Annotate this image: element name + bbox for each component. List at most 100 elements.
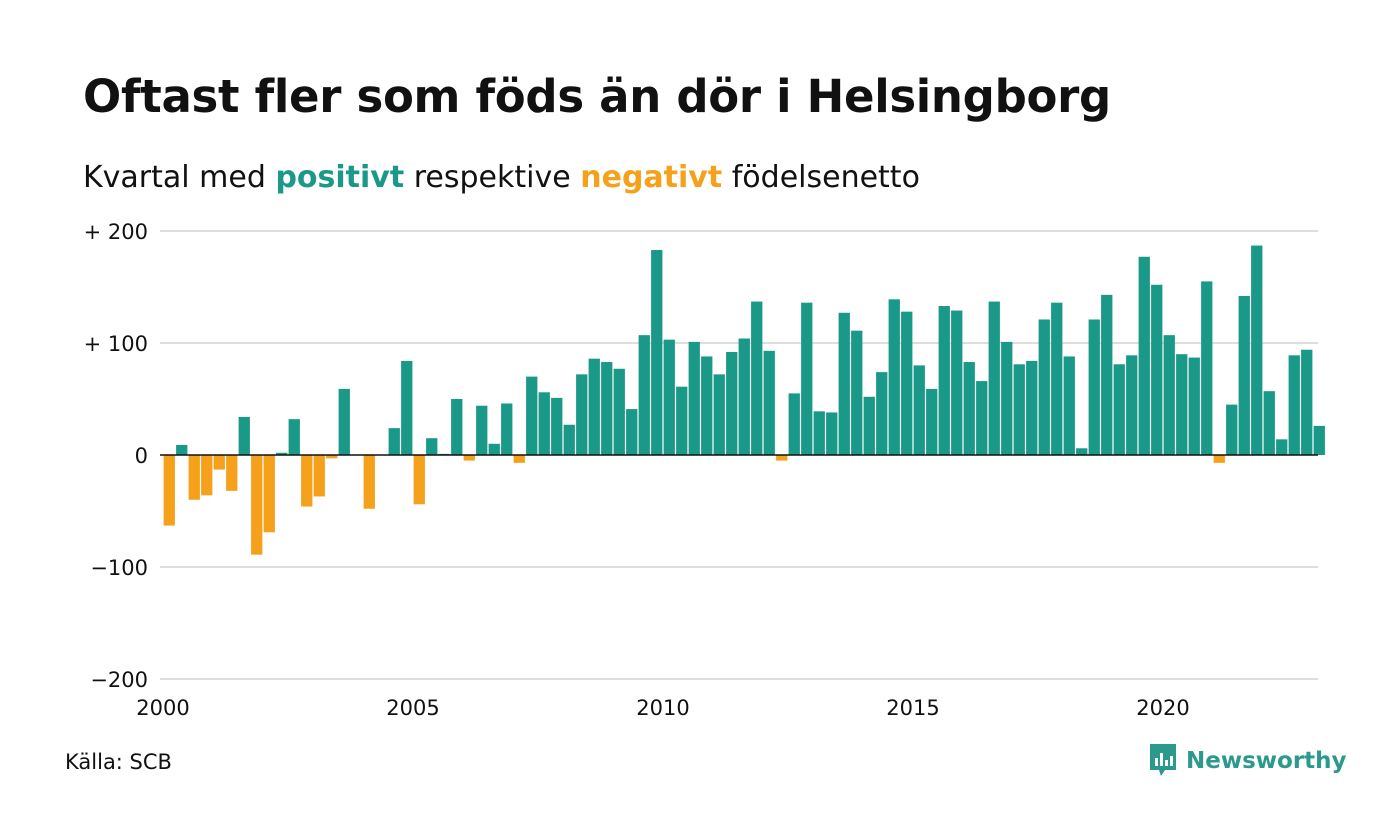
bar	[626, 409, 638, 455]
y-tick-label: + 100	[84, 332, 148, 356]
bar	[188, 455, 200, 500]
bar	[801, 302, 813, 455]
bar	[1076, 448, 1088, 455]
bar	[251, 455, 263, 555]
bar	[976, 381, 988, 455]
bar	[938, 306, 950, 455]
bar	[726, 351, 738, 455]
chart-title: Oftast fler som föds än dör i Helsingbor…	[83, 70, 1111, 123]
x-tick-label: 2000	[136, 696, 189, 720]
bar	[1151, 284, 1163, 455]
bar	[526, 376, 538, 455]
bar	[651, 250, 663, 455]
bar	[838, 312, 850, 455]
bar	[1138, 256, 1150, 455]
bar	[688, 341, 700, 455]
bar	[1001, 341, 1013, 455]
bar	[313, 455, 325, 497]
bar	[588, 358, 600, 455]
bar	[1176, 354, 1188, 455]
bar	[1051, 302, 1063, 455]
bar	[1163, 335, 1175, 455]
bar	[1251, 245, 1263, 455]
subtitle-suffix: födelsenetto	[731, 160, 920, 195]
bar	[676, 386, 688, 455]
bar	[1301, 349, 1313, 455]
newsworthy-logo-icon	[1150, 744, 1176, 776]
bar	[513, 455, 525, 463]
bar	[1313, 425, 1325, 455]
bar	[326, 455, 338, 459]
bar	[1038, 319, 1050, 455]
bar	[763, 350, 775, 455]
bar	[426, 438, 438, 455]
bar	[876, 372, 888, 455]
bar	[201, 455, 213, 496]
chart-subtitle: Kvartal med positivt respektive negativt…	[83, 160, 920, 195]
bar	[451, 399, 463, 455]
bar	[951, 310, 963, 455]
bar	[551, 397, 563, 455]
bar	[663, 339, 675, 455]
bar	[1226, 404, 1238, 455]
bar	[401, 360, 413, 455]
bar	[238, 416, 250, 455]
bar	[363, 455, 375, 509]
x-tick-label: 2010	[636, 696, 689, 720]
brand-name: Newsworthy	[1186, 748, 1347, 774]
x-tick-label: 2020	[1136, 696, 1189, 720]
bar	[463, 455, 475, 461]
bar	[901, 311, 913, 455]
bar	[1276, 439, 1288, 455]
bar	[926, 388, 938, 455]
y-tick-label: + 200	[84, 220, 148, 244]
bar	[388, 428, 400, 455]
bar	[1013, 364, 1025, 455]
source-note: Källa: SCB	[65, 750, 172, 774]
x-tick-label: 2015	[886, 696, 939, 720]
bar	[563, 424, 575, 455]
bar	[776, 455, 788, 461]
bar	[1063, 356, 1075, 455]
bar	[1201, 281, 1213, 455]
bar	[1263, 391, 1275, 455]
bar	[888, 299, 900, 455]
subtitle-prefix: Kvartal med	[83, 160, 266, 195]
y-tick-label: −200	[90, 668, 148, 692]
bar	[263, 455, 275, 533]
bar	[1238, 295, 1250, 455]
bar	[613, 368, 625, 455]
bar	[988, 301, 1000, 455]
bar	[276, 452, 288, 455]
bar	[851, 330, 863, 455]
bar	[738, 338, 750, 455]
bar	[226, 455, 238, 491]
bar	[476, 405, 488, 455]
bar	[413, 455, 425, 505]
x-tick-label: 2005	[386, 696, 439, 720]
bar	[1113, 364, 1125, 455]
bar	[913, 365, 925, 455]
bar	[1088, 319, 1100, 455]
bar	[576, 374, 588, 455]
bar	[963, 362, 975, 455]
bar	[1026, 360, 1038, 455]
brand-logo: Newsworthy	[1148, 742, 1347, 780]
bar	[1288, 355, 1300, 455]
bar	[288, 419, 300, 455]
bar	[1188, 357, 1200, 455]
bar	[638, 335, 650, 455]
bar	[163, 455, 175, 526]
bar	[713, 374, 725, 455]
bar	[176, 444, 188, 455]
subtitle-negative: negativt	[580, 160, 723, 195]
bar	[826, 412, 838, 455]
bar	[338, 388, 350, 455]
bar	[788, 393, 800, 455]
bar	[751, 301, 763, 455]
bar	[1213, 455, 1225, 463]
bar	[301, 455, 313, 507]
y-tick-label: 0	[135, 444, 148, 468]
bar	[501, 403, 513, 455]
